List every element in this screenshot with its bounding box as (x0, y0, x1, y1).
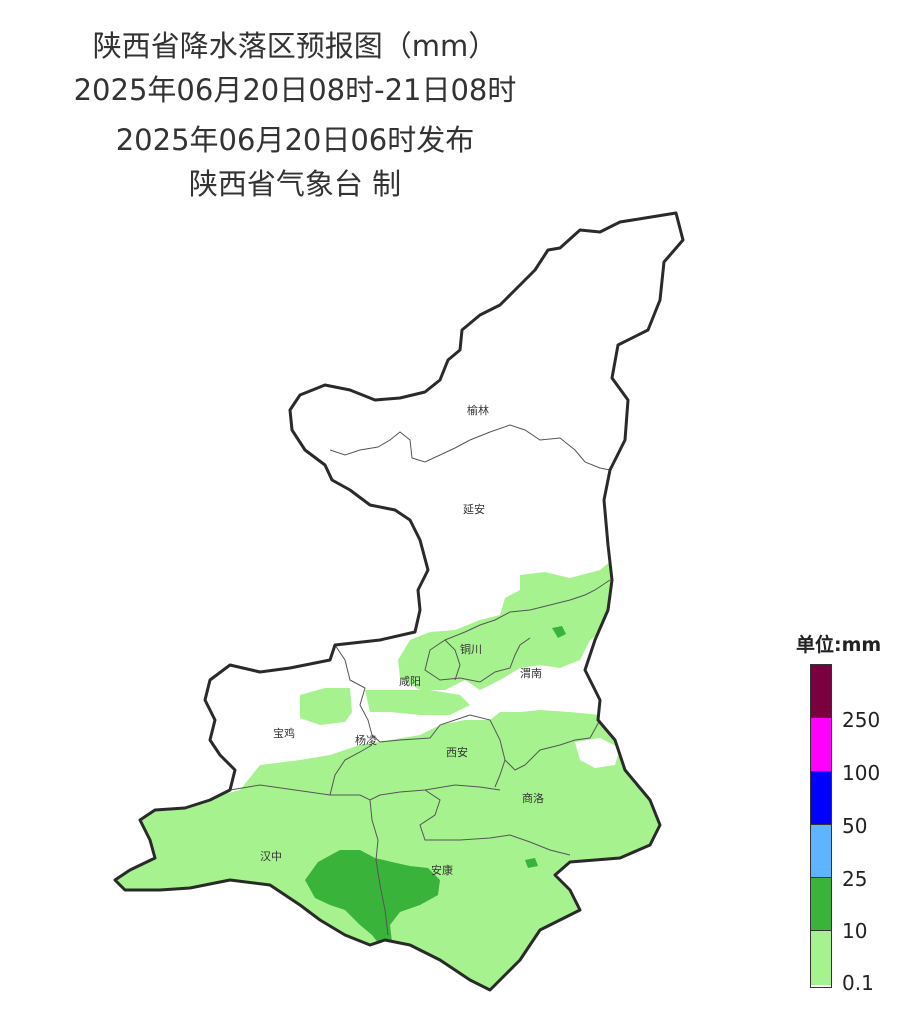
light-rain-area (300, 688, 352, 725)
city-boundaries (229, 424, 611, 936)
moderate-rain-area (525, 858, 538, 868)
legend-tick-10: 10 (842, 919, 868, 943)
province-border (113, 211, 685, 992)
legend-tick-250: 250 (842, 708, 881, 732)
city-label-baoji: 宝鸡 (273, 726, 295, 740)
light-rain-area (365, 690, 470, 715)
city-label-yanan: 延安 (463, 502, 485, 516)
city-label-weinan: 渭南 (520, 667, 542, 680)
forecast-period: 2025年06月20日08时-21日08时 (73, 73, 517, 107)
moderate-rain-area (552, 626, 566, 638)
legend-swatch-25-50 (811, 824, 831, 879)
legend-tick-100: 100 (842, 761, 881, 785)
legend-swatch-0.1-10 (811, 931, 831, 985)
legend-swatch-above-250 (811, 665, 831, 719)
precipitation-legend: 单位:mm 250 100 50 25 10 0.1 (790, 630, 900, 1010)
no-rain-gap (575, 738, 620, 768)
city-label-shangluo: 商洛 (522, 791, 544, 805)
light-rain-area (398, 560, 620, 690)
city-label-ankang: 安康 (431, 863, 453, 877)
city-label-xian: 西安 (446, 745, 468, 759)
map-title: 陕西省降水落区预报图（mm） (92, 29, 498, 63)
rainfall-areas (115, 560, 683, 990)
issuer: 陕西省气象台 制 (188, 167, 402, 201)
moderate-rain-area (305, 850, 440, 945)
city-label-tongchuan: 铜川 (460, 642, 482, 656)
legend-tick-25: 25 (842, 867, 868, 891)
legend-title: 单位:mm (796, 634, 882, 656)
legend-tick-0.1: 0.1 (842, 971, 874, 995)
legend-swatch-10-25 (811, 878, 831, 932)
city-label-xianyang: 咸阳 (399, 675, 421, 688)
city-label-yangling: 杨凌 (355, 733, 377, 747)
city-label-hanzhong: 汉中 (260, 850, 282, 863)
map-title-block: 陕西省降水落区预报图（mm） 2025年06月20日08时-21日08时 202… (60, 24, 530, 206)
city-labels: 榆林 延安 铜川 渭南 咸阳 宝鸡 杨凌 西安 商洛 汉中 安康 (260, 403, 544, 877)
issue-time: 2025年06月20日06时发布 (115, 123, 475, 157)
legend-color-bar (810, 664, 832, 988)
legend-swatch-100-250 (811, 718, 831, 772)
city-label-yulin: 榆林 (467, 403, 489, 417)
legend-swatch-50-100 (811, 771, 831, 825)
legend-tick-50: 50 (842, 814, 868, 838)
